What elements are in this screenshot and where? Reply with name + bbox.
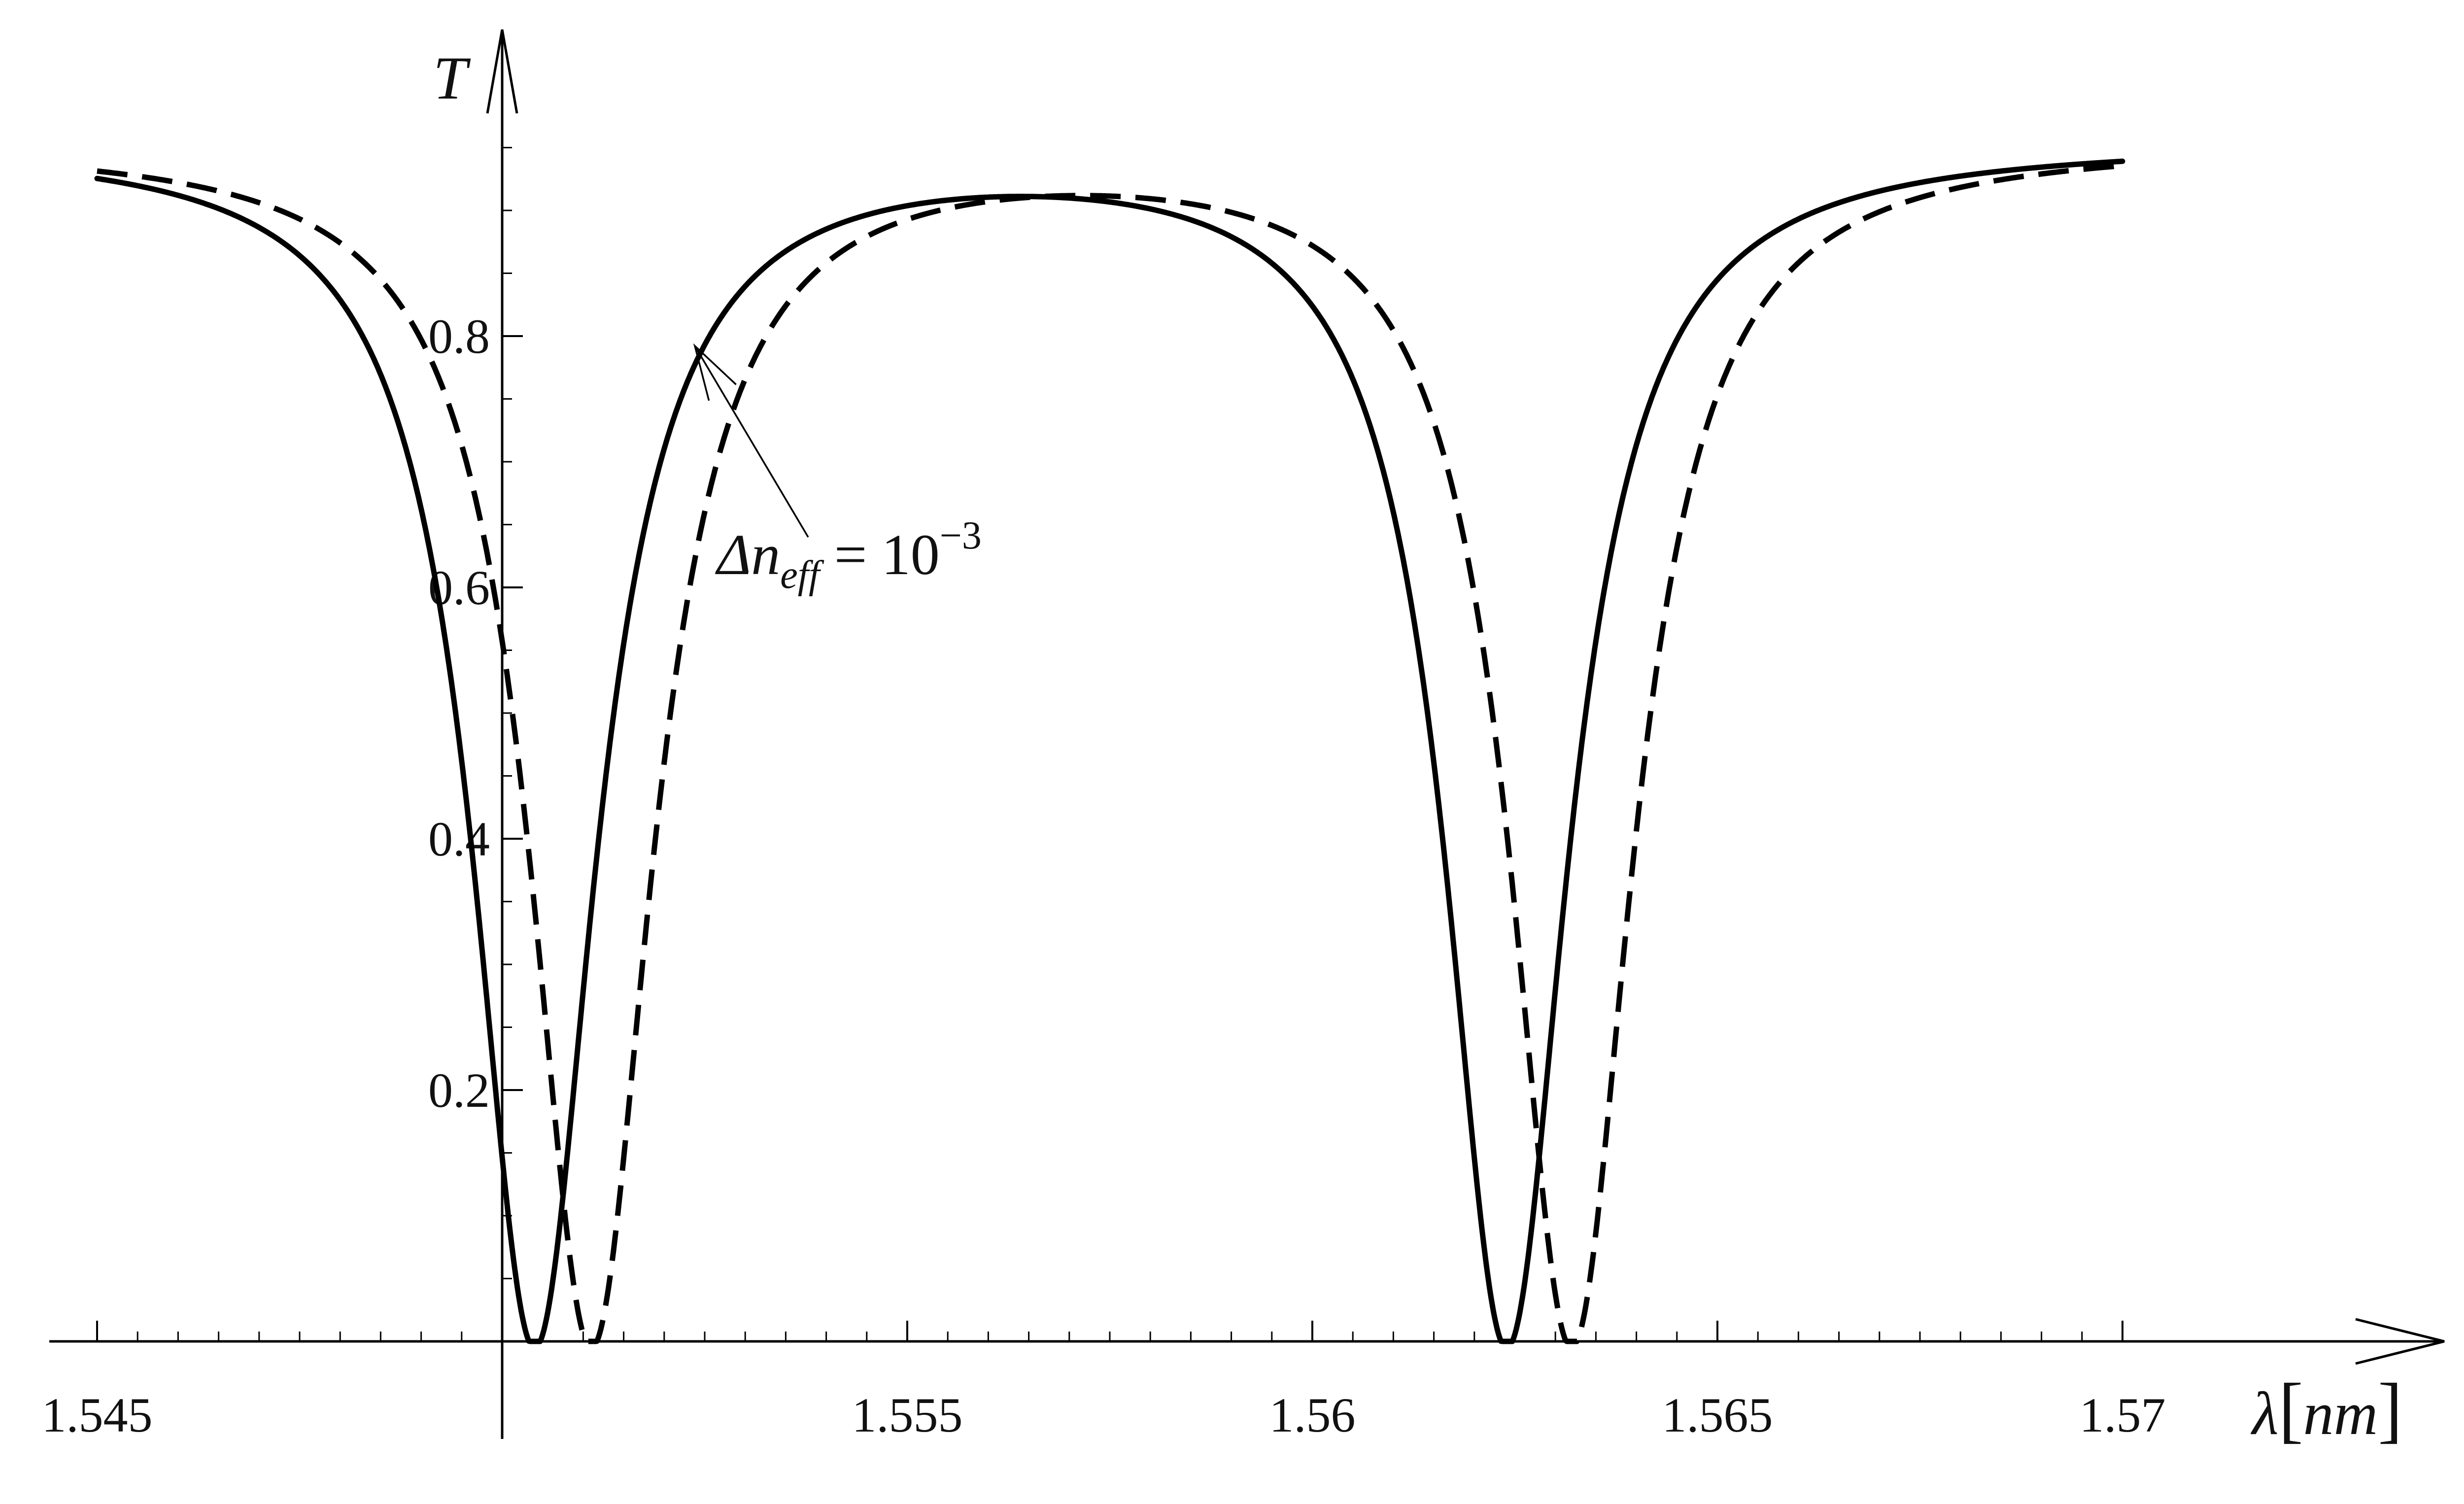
- x-tick-label: 1.545: [42, 1388, 153, 1442]
- series-layer: [94, 158, 2125, 1344]
- y-axis-arrowhead: [486, 29, 518, 114]
- x-title-symbol: λ: [2250, 1380, 2279, 1447]
- x-tick-label: 1.56: [1269, 1388, 1356, 1442]
- tick-labels: 1.545 1.555 1.56 1.565 1.570.20.40.60.8: [42, 309, 2166, 1442]
- annotation-superscript: −3: [940, 514, 982, 557]
- x-title-bracket-open: [: [2279, 1368, 2303, 1450]
- annotation-prefix: Δn: [715, 522, 780, 587]
- y-tick-label: 0.4: [428, 812, 490, 866]
- x-tick-label: 1.57: [2080, 1388, 2166, 1442]
- annotation-suffix: = 10: [820, 522, 940, 587]
- x-tick-label: 1.565: [1662, 1388, 1773, 1442]
- annotation-text: Δneff = 10−3: [715, 514, 982, 597]
- x-tick-label: 1.555: [852, 1388, 963, 1442]
- y-tick-label: 0.8: [428, 309, 490, 364]
- axes: [49, 29, 2445, 1439]
- axis-ticks: [96, 147, 2123, 1341]
- series-dashed-line: [96, 163, 2124, 1344]
- x-axis-title: λ[nm]: [2250, 1368, 2402, 1450]
- x-title-bracket-close: ]: [2378, 1368, 2402, 1450]
- y-axis-title: T: [433, 44, 471, 112]
- annotation-subscript: eff: [780, 553, 824, 597]
- series-solid-line: [94, 158, 2125, 1344]
- x-title-unit: nm: [2303, 1380, 2378, 1447]
- delta-neff-annotation: Δneff = 10−3: [693, 343, 982, 597]
- annotation-arrow: [693, 343, 809, 538]
- y-tick-label: 0.2: [428, 1063, 490, 1118]
- x-axis-arrowhead: [2355, 1318, 2445, 1365]
